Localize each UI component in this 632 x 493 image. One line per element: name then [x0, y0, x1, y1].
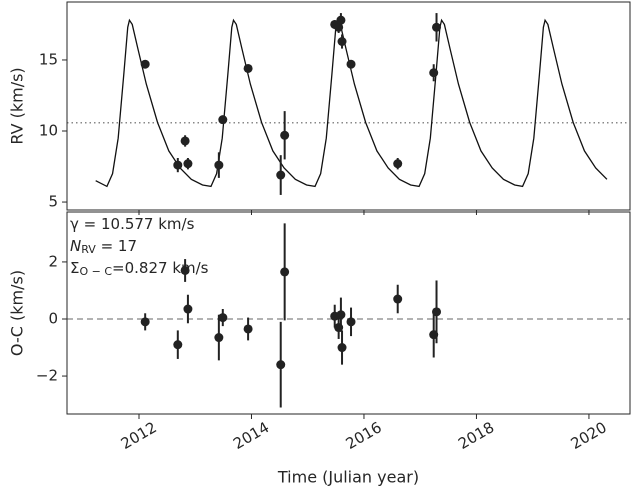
plot-area [140, 223, 442, 408]
data-point [180, 136, 190, 146]
data-point [140, 59, 150, 69]
annotation-part: = 17 [96, 237, 137, 255]
x-tick-label: 2012 [118, 418, 160, 453]
data-point [280, 130, 290, 140]
y-tick-label: 2 [48, 252, 58, 270]
annotation-part: Σ [70, 259, 79, 277]
data-point [280, 267, 290, 277]
data-point [214, 333, 224, 343]
data-point [214, 160, 224, 170]
x-tick-label: 2018 [455, 418, 497, 453]
data-point [432, 307, 442, 317]
plot-area [95, 13, 608, 195]
data-point [346, 317, 356, 327]
annotation: γ = 10.577 km/s [70, 215, 195, 233]
x-tick-label: 2016 [343, 418, 385, 453]
x-tick-label: 2014 [230, 418, 272, 453]
data-point [336, 15, 346, 25]
y-axis-label: O-C (km/s) [8, 270, 27, 356]
y-tick-label: 0 [48, 309, 58, 327]
data-point [243, 63, 253, 73]
y-axis-label: RV (km/s) [8, 67, 27, 144]
annotation-part: γ = 10.577 km/s [70, 215, 195, 233]
annotation: ΣO − C=0.827 km/s [70, 259, 209, 279]
data-point [429, 68, 439, 78]
data-point [393, 294, 403, 304]
x-axis-label: Time (Julian year) [277, 468, 419, 487]
data-point [180, 265, 190, 275]
y-tick-label: 5 [48, 193, 58, 211]
annotation-part: =0.827 km/s [112, 259, 209, 277]
data-point [173, 160, 183, 170]
data-point [346, 59, 356, 69]
data-point [243, 324, 253, 334]
data-point [393, 159, 403, 169]
data-point [183, 304, 193, 314]
data-point [337, 343, 347, 353]
data-point [337, 36, 347, 46]
data-point [336, 310, 346, 320]
x-tick-label: 2020 [568, 418, 610, 453]
model-curve [95, 18, 608, 188]
y-tick-label: 10 [39, 122, 58, 140]
data-point [173, 340, 183, 350]
annotation: NRV = 17 [70, 237, 137, 257]
annotation-part: O − C [79, 265, 112, 278]
y-tick-label: −2 [36, 367, 58, 385]
data-point [218, 115, 228, 125]
axes-frame [66, 1, 631, 211]
data-point [276, 170, 286, 180]
annotation-part: N [70, 237, 81, 255]
data-point [140, 317, 150, 327]
data-point [218, 313, 228, 323]
y-tick-label: 15 [39, 50, 58, 68]
data-point [432, 22, 442, 32]
annotation-part: RV [81, 243, 96, 256]
data-point [183, 159, 193, 169]
data-point [276, 360, 286, 370]
axes-frame [66, 211, 631, 415]
